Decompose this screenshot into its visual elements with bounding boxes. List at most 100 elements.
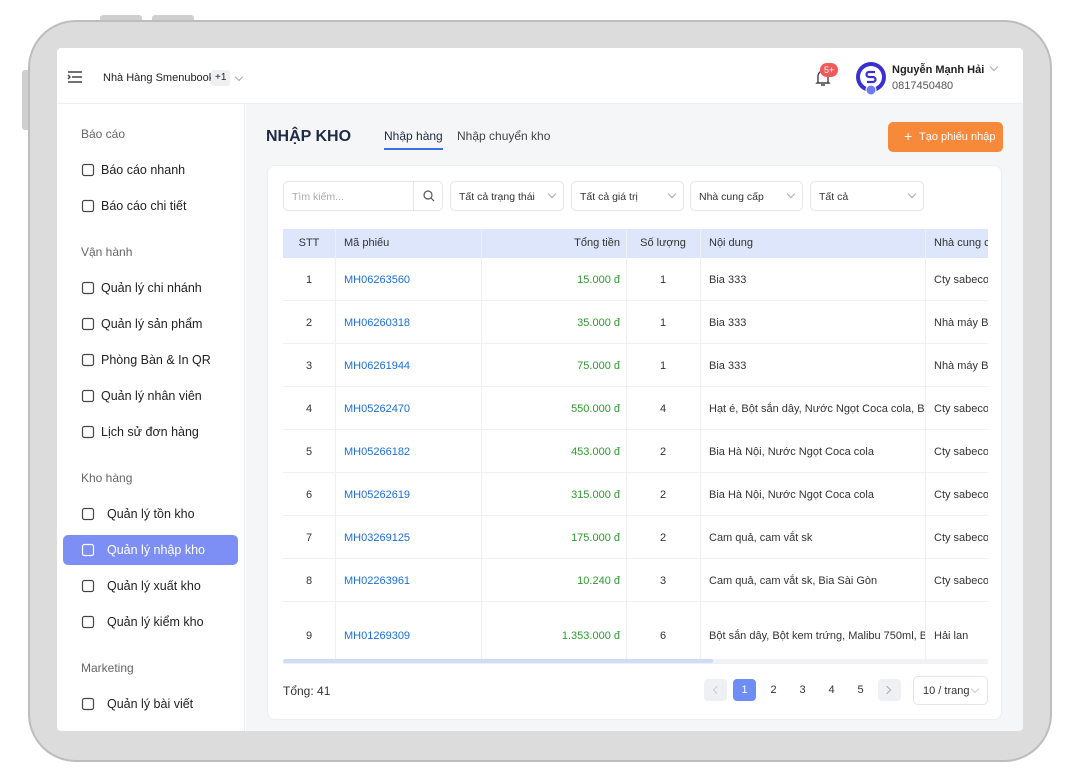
search-icon[interactable] [423,190,435,202]
receipt-link[interactable]: MH05262619 [344,488,411,501]
page-number[interactable]: 2 [770,684,777,696]
sidebar-item[interactable]: Phòng Bàn & In QR [101,353,211,367]
table-cell: 2 [305,316,313,329]
menu-icon [81,353,95,367]
total-count: Tổng: 41 [283,684,331,698]
receipt-link[interactable]: MH05262470 [344,402,411,415]
receipt-link[interactable]: MH01269309 [344,630,411,642]
page-number[interactable]: 4 [828,684,835,696]
sidebar-item[interactable]: Báo cáo chi tiết [101,199,187,213]
notification-badge: 5+ [820,63,839,77]
tab[interactable]: Nhập hàng [384,129,443,150]
column-header: STT [298,237,320,249]
page-number[interactable]: 1 [741,684,748,696]
menu-icon [81,281,95,295]
table-cell: 35.000 đ [577,316,620,329]
table-row-divider [283,663,988,664]
content-card: Tìm kiếm... Tất cả trạng thái Tất cả giá t… [267,165,1002,720]
table-cell: 1 [659,316,667,329]
create-button-label[interactable]: Tạo phiếu nhập [919,131,996,143]
table-cell: 1 [659,359,667,372]
sidebar-item[interactable]: Quản lý bài viết [107,697,194,711]
receipt-link[interactable]: MH03269125 [344,531,411,544]
menu-toggle[interactable] [67,70,83,84]
active-item-bg[interactable] [63,535,238,565]
menu-icon [81,697,95,711]
table-cell: Cty sabeco [934,574,988,587]
table-row-divider [283,472,988,473]
column-header: Số lượng [640,237,686,249]
table-cell: Cty sabeco [934,531,988,544]
table-cell: 453.000 đ [571,445,620,458]
sidebar-item[interactable]: Quản lý xuất kho [107,579,201,593]
tab[interactable]: Nhập chuyển kho [457,129,551,143]
receipt-link[interactable]: MH05266182 [344,445,411,458]
filter-select[interactable]: Tất cả giá trị [571,181,684,211]
table-row-divider [283,300,988,301]
column-divider [481,229,482,659]
table-cell: 10.240 đ [577,574,620,587]
sidebar-item[interactable]: Quản lý chi nhánh [101,281,202,295]
table-cell: Bia 333 [709,316,747,329]
table-cell: 2 [659,531,667,544]
sidebar-section-title: Báo cáo [81,127,126,141]
receipt-link[interactable]: MH06260318 [344,316,411,329]
menu-icon [81,199,95,213]
page-active-bg[interactable] [733,679,756,701]
column-divider [925,229,926,659]
sidebar [57,104,245,731]
sidebar-item[interactable]: Quản lý tồn kho [107,507,195,521]
create-button[interactable]: Tạo phiếu nhập + [888,122,1003,152]
column-header: Mã phiếu [344,237,390,249]
table-cell: Hạt é, Bột sắn dây, Nước Ngọt Coca cola,… [709,402,925,415]
select-chevron [970,684,980,694]
select-chevron [907,189,917,199]
column-header: Nội dung [709,237,754,249]
receipt-link[interactable]: MH06261944 [344,359,411,372]
table-cell: 550.000 đ [571,402,620,415]
sidebar-item[interactable]: Quản lý sản phẩm [101,317,203,331]
top-bar [57,48,1023,104]
receipt-link[interactable]: MH06263560 [344,273,411,286]
filter-select-label: Nhà cung cấp [699,191,764,203]
filter-select[interactable]: Nhà cung cấp [690,181,803,211]
filter-select[interactable]: Tất cả [810,181,924,211]
menu-icon [81,543,95,557]
table-cell: Cam quả, cam vắt sk [709,531,813,544]
avatar[interactable] [855,61,889,97]
page-title: NHẬP KHO [266,128,352,145]
prev-page[interactable] [704,679,727,701]
table-cell: Cty sabeco [934,488,988,501]
sidebar-item[interactable]: Lịch sử đơn hàng [101,425,199,439]
page-number[interactable]: 5 [857,684,864,696]
table-cell: 2 [659,445,667,458]
scrollbar-thumb[interactable] [283,659,713,663]
sidebar-item[interactable]: Quản lý kiểm kho [107,615,204,629]
page-number[interactable]: 3 [799,684,806,696]
table-cell: 315.000 đ [571,488,620,501]
filter-select[interactable]: Tất cả trạng thái [450,181,564,211]
sidebar-item[interactable]: Báo cáo nhanh [101,163,186,177]
table-row-divider [283,601,988,602]
sidebar-item[interactable]: Quản lý nhân viên [101,389,202,403]
sidebar-section-title: Kho hàng [81,471,133,485]
table-cell: Nhà máy Bia [934,359,988,372]
table-cell: 3 [659,574,667,587]
page-size-select[interactable]: 10 / trang [913,676,988,705]
menu-icon [81,615,95,629]
sidebar-item[interactable]: Quản lý nhập kho [107,543,205,557]
store-badge: +1 [211,70,231,86]
table-header [283,229,988,258]
receipt-link[interactable]: MH02263961 [344,574,411,587]
store-name[interactable]: Nhà Hàng Smenubook [103,72,215,84]
search-box[interactable]: Tìm kiếm... [283,181,443,211]
table-row-divider [283,429,988,430]
menu-icon [81,579,95,593]
filter-select-label: Tất cả giá trị [580,191,638,203]
table-cell: 4 [659,402,667,415]
next-page[interactable] [878,679,901,701]
table-cell: 4 [305,402,313,415]
table-cell: Bia Hà Nội, Nước Ngọt Coca cola [709,445,874,458]
table-cell: 15.000 đ [577,273,620,286]
table-cell: Bia 333 [709,359,747,372]
